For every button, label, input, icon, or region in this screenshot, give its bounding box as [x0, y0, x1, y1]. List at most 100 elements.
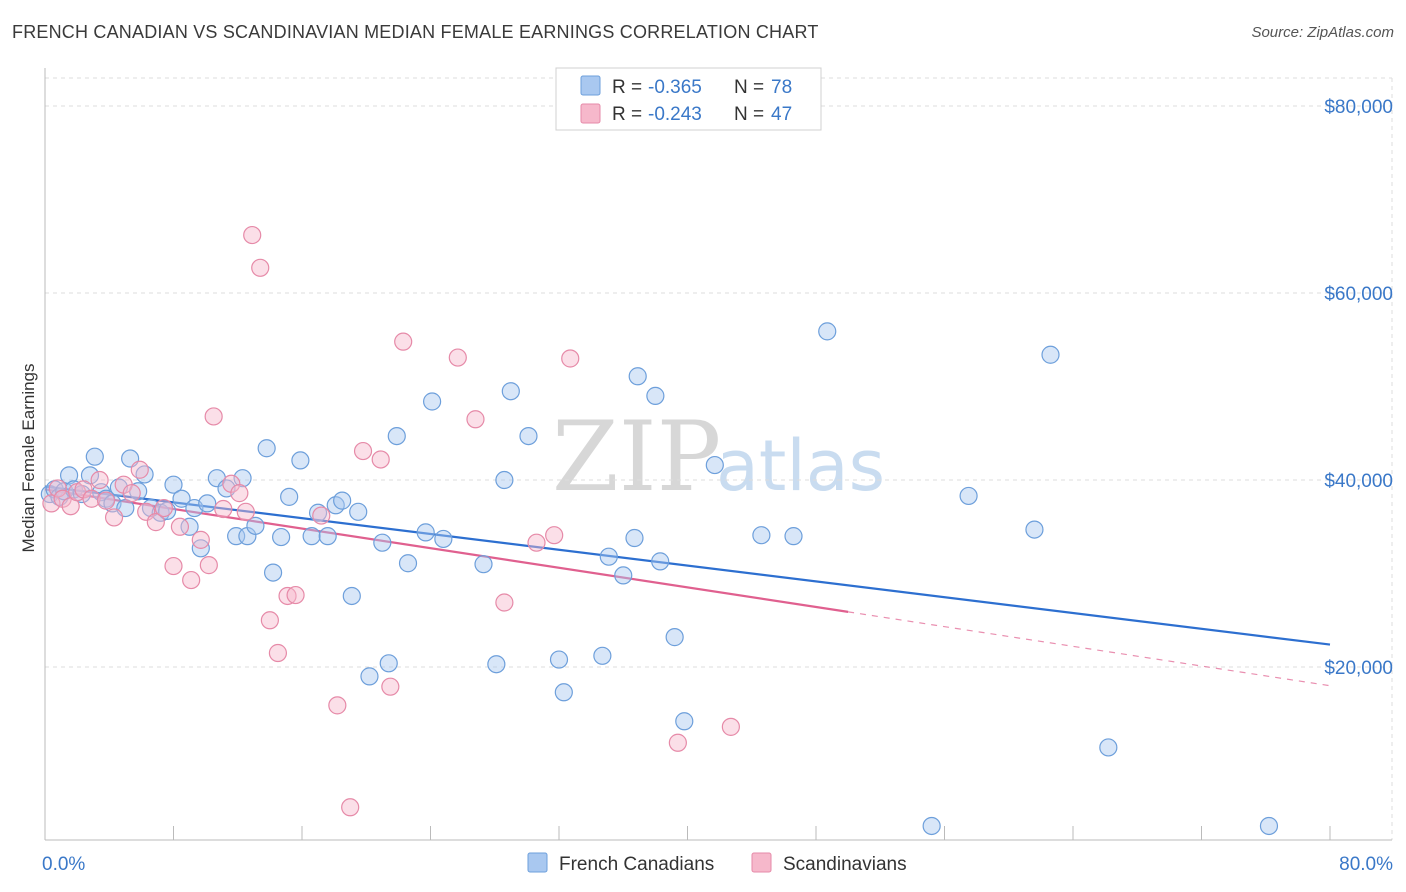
data-point-french-canadians [818, 322, 837, 341]
legend: R = -0.365 N = 78 R = -0.243 N = 47 [555, 67, 822, 131]
data-point-french-canadians [349, 502, 368, 521]
trend-line-scandinavians-extension [848, 611, 1331, 687]
data-point-scandinavians [164, 556, 183, 576]
data-point-scandinavians [48, 479, 67, 498]
data-point-french-canadians [1025, 520, 1044, 539]
data-point-scandinavians [90, 470, 109, 490]
series-scandinavians [42, 225, 740, 817]
data-point-french-canadians [554, 683, 573, 702]
data-point-french-canadians [308, 503, 328, 522]
legend-r-value-2: -0.243 [648, 104, 702, 125]
data-point-french-canadians [549, 650, 569, 669]
data-point-french-canadians [599, 547, 618, 566]
data-point-french-canadians [59, 466, 79, 485]
legend-r-value-1: -0.365 [648, 77, 702, 98]
data-point-scandinavians [353, 441, 373, 461]
data-point-french-canadians [198, 494, 217, 513]
data-point-scandinavians [268, 643, 288, 663]
data-point-french-canadians [501, 382, 520, 401]
data-point-scandinavians [82, 489, 101, 508]
data-point-scandinavians [668, 733, 687, 752]
data-point-french-canadians [593, 646, 612, 665]
data-point-scandinavians [721, 717, 740, 736]
legend-n-value-2: 47 [771, 104, 792, 125]
data-point-french-canadians [172, 489, 191, 508]
data-point-scandinavians [236, 502, 255, 521]
data-point-french-canadians [387, 426, 406, 446]
legend-n-label-1: N = [734, 77, 764, 98]
data-point-french-canadians [373, 533, 392, 552]
data-point-scandinavians [170, 517, 190, 536]
data-point-french-canadians [180, 517, 199, 536]
data-point-scandinavians [466, 410, 485, 429]
data-point-french-canadians [416, 523, 435, 542]
legend-swatch-blue [580, 75, 601, 96]
data-point-french-canadians [246, 516, 265, 535]
data-point-french-canadians [157, 501, 177, 520]
axes [44, 68, 1392, 841]
data-point-french-canadians [628, 367, 647, 386]
y-tick-label: $40,000 [1324, 471, 1393, 492]
data-point-scandinavians [104, 508, 124, 527]
data-point-french-canadians [651, 552, 670, 571]
data-point-scandinavians [122, 484, 141, 503]
data-point-scandinavians [243, 225, 262, 245]
data-point-french-canadians [614, 566, 633, 585]
watermark-atlas: atlas [716, 425, 885, 507]
data-point-scandinavians [96, 491, 116, 510]
x-tick-labels: 0.0% 80.0% [42, 854, 1393, 875]
chart-title: FRENCH CANADIAN VS SCANDINAVIAN MEDIAN F… [12, 22, 819, 42]
data-point-french-canadians [398, 554, 418, 573]
watermark-zip: ZIP [552, 401, 721, 513]
bottom-legend-swatch-pink [751, 852, 772, 873]
data-point-french-canadians [625, 528, 644, 548]
legend-n-label-2: N = [734, 104, 764, 125]
bottom-legend: French Canadians Scandinavians [527, 852, 907, 875]
data-point-french-canadians [675, 712, 694, 731]
data-point-scandinavians [286, 585, 305, 605]
data-point-french-canadians [333, 491, 352, 510]
data-point-french-canadians [291, 451, 310, 470]
data-point-french-canadians [360, 667, 379, 686]
data-point-french-canadians [85, 447, 104, 466]
data-point-scandinavians [448, 348, 467, 367]
data-point-scandinavians [251, 258, 270, 277]
trend-lines [44, 485, 1331, 687]
y-tick-label: $20,000 [1324, 658, 1393, 679]
data-point-french-canadians [164, 475, 183, 494]
data-point-scandinavians [561, 349, 580, 368]
data-point-scandinavians [204, 407, 223, 426]
data-point-french-canadians [495, 470, 514, 490]
y-tick-label: $80,000 [1324, 97, 1393, 118]
data-point-scandinavians [260, 611, 279, 630]
data-point-french-canadians [665, 628, 684, 647]
trend-line-scandinavians [44, 488, 849, 613]
y-tick-labels: $20,000 $40,000 $60,000 $80,000 [1324, 97, 1393, 679]
data-point-scandinavians [495, 593, 514, 612]
y-axis-label: Median Female Earnings [19, 364, 38, 553]
data-point-french-canadians [752, 526, 771, 545]
data-point-scandinavians [191, 530, 210, 549]
legend-r-label-2: R = [612, 104, 642, 125]
data-point-french-canadians [280, 487, 299, 506]
data-point-french-canadians [423, 392, 442, 411]
data-point-french-canadians [233, 469, 252, 488]
data-point-french-canadians [434, 529, 453, 549]
data-point-scandinavians [182, 570, 201, 590]
data-point-scandinavians [130, 460, 149, 479]
data-point-french-canadians [519, 426, 538, 446]
data-point-scandinavians [381, 677, 400, 696]
data-point-french-canadians [379, 654, 398, 673]
data-point-french-canadians [342, 586, 361, 606]
data-point-french-canadians [487, 655, 506, 674]
data-point-scandinavians [312, 506, 331, 525]
data-point-scandinavians [527, 533, 546, 552]
data-point-scandinavians [545, 526, 564, 545]
bottom-legend-label-1: French Canadians [559, 854, 714, 875]
data-point-french-canadians [646, 386, 665, 405]
data-point-french-canadians [257, 439, 276, 458]
bottom-legend-swatch-blue [527, 852, 548, 873]
data-point-french-canadians [784, 527, 803, 546]
data-point-scandinavians [328, 696, 347, 715]
